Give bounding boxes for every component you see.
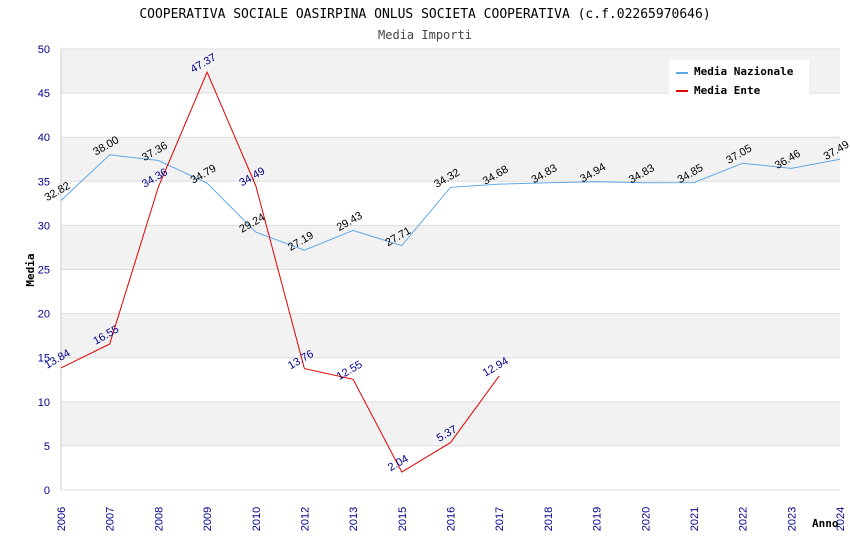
y-tick-label: 30: [38, 220, 50, 232]
x-tick-label: 2019: [592, 507, 604, 531]
x-tick-label: 2016: [446, 507, 458, 531]
y-tick-label: 5: [44, 441, 50, 453]
x-tick-label: 2006: [56, 507, 68, 531]
x-tick-label: 2023: [786, 507, 798, 531]
grid-band: [61, 313, 840, 358]
series-line-media-ente: [60, 70, 500, 473]
y-tick-label: 50: [38, 44, 50, 56]
grid-band: [61, 401, 840, 446]
x-tick-label: 2024: [835, 507, 847, 531]
legend-label-media-ente: Media Ente: [694, 84, 761, 97]
x-tick-label: 2012: [299, 507, 311, 531]
legend-box: [669, 60, 809, 98]
x-tick-label: 2013: [348, 507, 360, 531]
x-axis-ticks: 2006 2007 2008 2009 2010 2012 2013 2015 2016 2017…: [56, 507, 847, 531]
series-line-media-nazionale: [60, 154, 841, 251]
gridlines: [60, 48, 840, 491]
plot-background: [61, 49, 840, 446]
y-tick-label: 25: [38, 265, 50, 277]
y-axis-label: Media: [24, 253, 37, 286]
x-tick-label: 2017: [494, 507, 506, 531]
data-label: 12.55: [335, 359, 365, 383]
data-label: 2.04: [386, 453, 411, 474]
y-tick-label: 0: [44, 485, 50, 497]
chart-title: COOPERATIVA SOCIALE OASIRPINA ONLUS SOCI…: [139, 7, 710, 22]
y-tick-label: 20: [38, 309, 50, 321]
x-tick-label: 2020: [640, 507, 652, 531]
grid-band: [61, 137, 840, 182]
y-tick-label: 40: [38, 132, 50, 144]
y-axis-ticks: 0 5 10 15 20 25 30 35 40 45 50: [38, 44, 50, 497]
y-tick-label: 10: [38, 397, 50, 409]
x-tick-label: 2010: [251, 507, 263, 531]
y-tick-label: 15: [38, 353, 50, 365]
x-tick-label: 2022: [738, 507, 750, 531]
x-tick-label: 2021: [689, 507, 701, 531]
data-label: 13.84: [43, 347, 73, 371]
x-axis-label: Anno: [812, 517, 839, 530]
x-tick-label: 2015: [397, 507, 409, 531]
x-tick-label: 2008: [153, 507, 165, 531]
legend-label-media-nazionale: Media Nazionale: [694, 65, 794, 78]
legend: Media Nazionale Media Ente: [669, 60, 809, 98]
y-tick-label: 45: [38, 88, 50, 100]
series-layer: [60, 70, 841, 473]
x-tick-label: 2018: [543, 507, 555, 531]
x-tick-label: 2009: [202, 507, 214, 531]
y-tick-label: 35: [38, 176, 50, 188]
x-tick-label: 2007: [105, 507, 117, 531]
chart-subtitle: Media Importi: [378, 28, 472, 42]
data-label: 12.94: [481, 355, 511, 379]
grid-band: [61, 225, 840, 270]
